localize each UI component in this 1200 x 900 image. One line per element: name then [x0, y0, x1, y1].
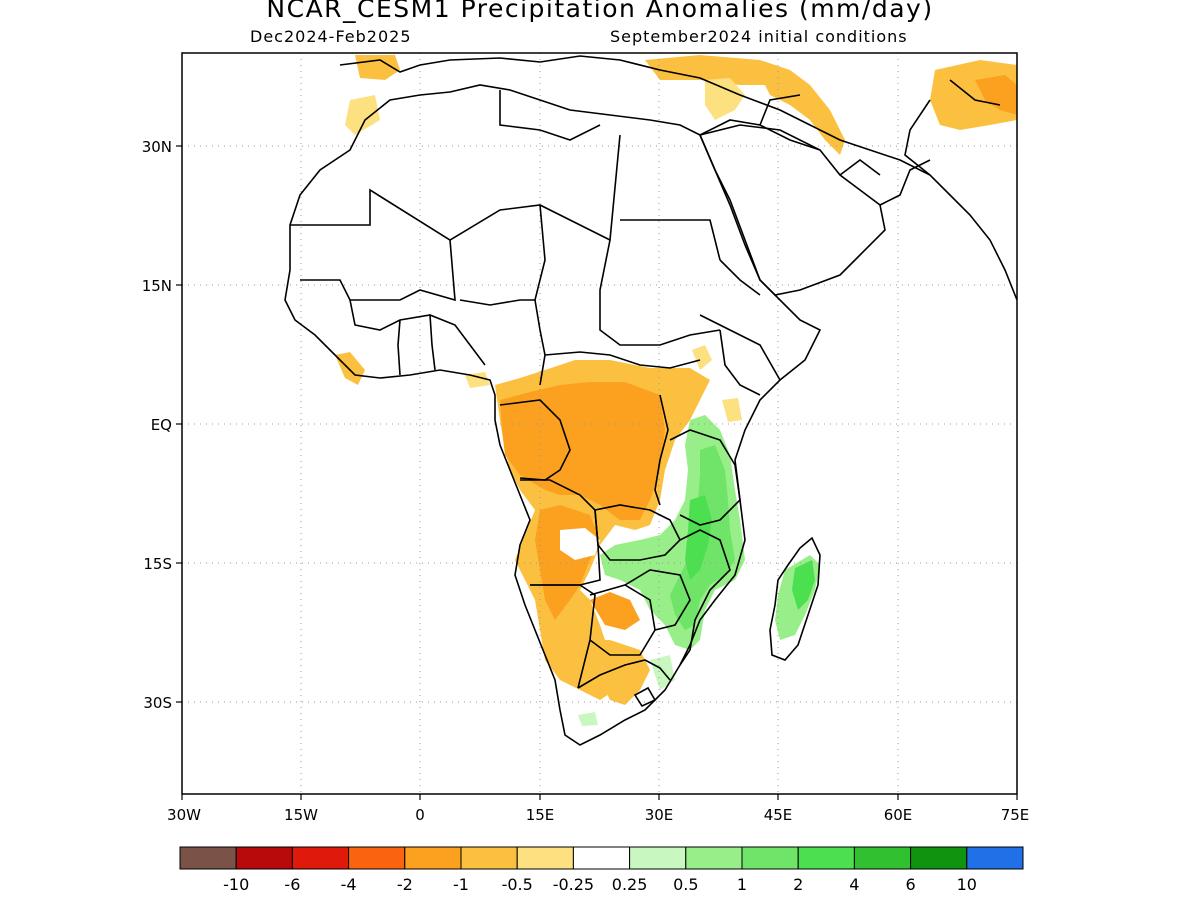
- legend-label: 2: [793, 875, 803, 894]
- legend-swatch: [235, 846, 293, 870]
- lon-label-15e: 15E: [526, 806, 555, 824]
- legend-swatch: [516, 846, 574, 870]
- legend-swatch: [853, 846, 912, 870]
- lat-label-15s: 15S: [143, 555, 172, 573]
- lon-label-75e: 75E: [1001, 806, 1030, 824]
- legend-label: -0.25: [553, 875, 594, 894]
- coastlines: [284, 55, 1017, 746]
- longitude-labels: 30W 15W 0 15E 30E 45E 60E 75E: [167, 806, 1029, 824]
- dry-anomaly-zambia-gap: [560, 528, 600, 560]
- legend-label: 10: [957, 875, 977, 894]
- zambia-border: [594, 504, 681, 561]
- initial-conditions: September2024 initial conditions: [610, 27, 908, 46]
- middle-east-borders: [699, 79, 1001, 206]
- angola-border: [520, 479, 601, 586]
- lat-label-15n: 15N: [142, 277, 172, 295]
- legend-label: -10: [223, 875, 249, 894]
- forecast-season: Dec2024-Feb2025: [250, 27, 412, 46]
- wet-anomaly-south-coast: [578, 712, 598, 726]
- legend-swatch: [460, 846, 518, 870]
- lesotho-outline: [633, 686, 657, 708]
- south-africa-border: [577, 659, 671, 689]
- dry-anomaly-turkey-iran: [760, 70, 845, 155]
- legend-swatch: [966, 846, 1024, 870]
- lon-label-30w: 30W: [167, 806, 201, 824]
- wet-anomaly-natal: [650, 655, 675, 690]
- drc-east-border: [654, 394, 669, 506]
- lon-label-30e: 30E: [645, 806, 674, 824]
- europe-asia-coastline: [339, 55, 1017, 301]
- west-africa-borders: [349, 299, 701, 386]
- legend-swatch: [685, 846, 743, 870]
- legend-label: -2: [397, 875, 413, 894]
- lon-label-0: 0: [415, 806, 425, 824]
- legend-label: -1: [453, 875, 469, 894]
- sahara-borders: [290, 90, 721, 346]
- lat-label-30n: 30N: [142, 138, 172, 156]
- wet-anomaly-malawi-core: [685, 495, 712, 580]
- madagascar-coastline: [769, 536, 821, 661]
- lon-label-15w: 15W: [284, 806, 318, 824]
- map-title: NCAR_CESM1 Precipitation Anomalies (mm/d…: [266, 0, 934, 23]
- legend-label: 4: [849, 875, 859, 894]
- namibia-border: [530, 584, 596, 689]
- map-area: [182, 53, 1017, 794]
- legend-label: 0.25: [612, 875, 648, 894]
- dry-anomaly-botswana: [590, 592, 640, 630]
- legend-label: -0.5: [502, 875, 533, 894]
- legend-label: -4: [341, 875, 357, 894]
- dry-anomaly-morocco: [345, 95, 380, 135]
- legend-swatch: [572, 846, 631, 870]
- lon-label-60e: 60E: [884, 806, 913, 824]
- lat-label-eq: EQ: [151, 416, 172, 434]
- lon-label-45e: 45E: [764, 806, 793, 824]
- lat-label-30s: 30S: [143, 694, 172, 712]
- legend-swatch: [179, 846, 237, 870]
- legend-label: 6: [906, 875, 916, 894]
- legend-label: -6: [284, 875, 300, 894]
- arabia-coastline: [698, 124, 886, 296]
- latitude-labels: 30N 15N EQ 15S 30S: [142, 138, 172, 712]
- dry-anomaly-levant: [705, 78, 745, 120]
- axis-ticks: [176, 145, 1018, 800]
- dry-anomaly-south-africa: [580, 640, 650, 705]
- legend-swatch: [404, 846, 462, 870]
- legend-swatch: [910, 846, 968, 870]
- africa-coastline: [284, 84, 822, 746]
- dry-anomaly-mediterranean: [645, 55, 790, 85]
- legend-label: 1: [737, 875, 747, 894]
- legend-swatch: [291, 846, 350, 870]
- legend-swatch: [629, 846, 687, 870]
- legend-label: 0.5: [673, 875, 698, 894]
- dry-anomaly-west-coast: [335, 352, 365, 385]
- dry-anomaly-pakistan-core: [975, 75, 1017, 115]
- horn-borders: [699, 259, 781, 396]
- legend-labels: -10 -6 -4 -2 -1 -0.5 -0.25 0.25 0.5 1 2 4 6 10: [223, 875, 977, 894]
- mozambique-border: [679, 529, 731, 666]
- legend-swatch: [741, 846, 799, 870]
- zimbabwe-border: [624, 569, 691, 631]
- dry-anomaly-core-congo: [500, 382, 665, 520]
- dry-anomaly-ethiopia: [692, 345, 712, 370]
- dry-anomaly-kenya: [722, 398, 742, 422]
- legend-swatch: [348, 846, 406, 870]
- legend-swatch: [797, 846, 855, 870]
- tanzania-border: [669, 429, 741, 526]
- wet-anomaly-madagascar-core: [792, 560, 815, 610]
- legend-colorbar: [179, 846, 1024, 870]
